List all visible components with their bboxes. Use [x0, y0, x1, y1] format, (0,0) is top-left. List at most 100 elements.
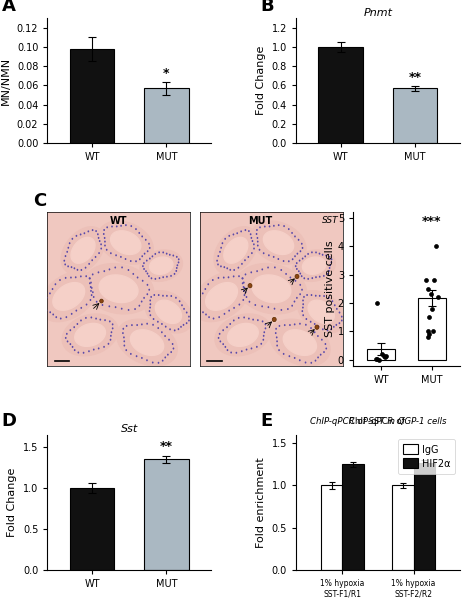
Ellipse shape: [141, 235, 143, 237]
Ellipse shape: [223, 266, 225, 268]
Ellipse shape: [114, 267, 116, 268]
Ellipse shape: [225, 346, 226, 348]
Ellipse shape: [284, 324, 285, 326]
Ellipse shape: [75, 310, 77, 311]
Ellipse shape: [328, 297, 329, 299]
Text: E: E: [260, 413, 273, 430]
Ellipse shape: [72, 346, 73, 348]
Ellipse shape: [278, 224, 280, 226]
Ellipse shape: [179, 300, 181, 302]
Ellipse shape: [143, 262, 145, 264]
Ellipse shape: [164, 356, 166, 359]
Ellipse shape: [303, 296, 305, 298]
Point: [432, 241, 440, 251]
Ellipse shape: [98, 272, 100, 273]
Ellipse shape: [90, 286, 91, 288]
Ellipse shape: [93, 349, 95, 351]
Ellipse shape: [310, 327, 312, 329]
Ellipse shape: [148, 275, 150, 277]
Ellipse shape: [244, 294, 245, 296]
Point: [422, 275, 430, 285]
Ellipse shape: [228, 310, 230, 311]
Ellipse shape: [93, 296, 94, 298]
Ellipse shape: [145, 239, 146, 241]
Ellipse shape: [64, 255, 66, 257]
Ellipse shape: [162, 360, 164, 362]
Ellipse shape: [155, 278, 156, 280]
Ellipse shape: [70, 329, 71, 331]
Point: [372, 354, 379, 364]
Ellipse shape: [315, 325, 319, 329]
Polygon shape: [61, 227, 105, 274]
Ellipse shape: [86, 303, 87, 305]
Polygon shape: [308, 300, 334, 324]
Ellipse shape: [297, 253, 298, 254]
Bar: [367, 349, 395, 360]
Ellipse shape: [233, 234, 234, 235]
Ellipse shape: [264, 226, 265, 227]
Ellipse shape: [154, 294, 155, 296]
Ellipse shape: [67, 265, 69, 267]
Polygon shape: [302, 257, 326, 274]
Ellipse shape: [110, 331, 112, 333]
Ellipse shape: [158, 294, 160, 296]
Ellipse shape: [257, 240, 259, 243]
Ellipse shape: [141, 324, 143, 326]
Ellipse shape: [338, 311, 340, 313]
Ellipse shape: [294, 255, 296, 257]
Ellipse shape: [146, 293, 148, 295]
Ellipse shape: [311, 277, 313, 279]
Text: B: B: [260, 0, 274, 15]
Ellipse shape: [100, 299, 103, 303]
Ellipse shape: [126, 349, 127, 351]
Ellipse shape: [143, 297, 145, 299]
Ellipse shape: [88, 230, 89, 232]
Ellipse shape: [137, 324, 138, 326]
Ellipse shape: [238, 303, 240, 305]
Ellipse shape: [120, 225, 122, 227]
Ellipse shape: [80, 234, 82, 235]
Ellipse shape: [318, 326, 319, 327]
Ellipse shape: [112, 323, 113, 326]
Ellipse shape: [294, 324, 295, 326]
Ellipse shape: [250, 233, 252, 235]
Ellipse shape: [287, 308, 289, 310]
Ellipse shape: [301, 247, 303, 249]
Ellipse shape: [150, 296, 152, 298]
Ellipse shape: [264, 327, 266, 329]
Ellipse shape: [134, 308, 136, 310]
Ellipse shape: [301, 243, 302, 245]
Polygon shape: [71, 237, 95, 263]
Ellipse shape: [103, 229, 105, 231]
Ellipse shape: [138, 305, 140, 306]
Text: D: D: [1, 413, 17, 430]
Ellipse shape: [128, 269, 129, 271]
Ellipse shape: [166, 295, 168, 297]
Ellipse shape: [292, 258, 293, 261]
Ellipse shape: [298, 270, 300, 272]
Ellipse shape: [283, 260, 284, 262]
Ellipse shape: [242, 282, 244, 284]
Ellipse shape: [302, 257, 303, 259]
Ellipse shape: [338, 322, 340, 324]
Ellipse shape: [151, 277, 152, 280]
Ellipse shape: [267, 306, 269, 308]
Ellipse shape: [315, 276, 317, 278]
Polygon shape: [98, 221, 153, 264]
Point: [425, 332, 432, 342]
Ellipse shape: [158, 362, 159, 364]
Point: [382, 352, 389, 362]
Ellipse shape: [176, 256, 178, 258]
Ellipse shape: [122, 332, 124, 334]
Ellipse shape: [325, 343, 326, 345]
Ellipse shape: [73, 267, 75, 269]
Ellipse shape: [260, 343, 262, 345]
Ellipse shape: [290, 276, 291, 278]
Legend: IgG, HIF2α: IgG, HIF2α: [398, 440, 455, 474]
Ellipse shape: [199, 310, 200, 311]
Ellipse shape: [243, 286, 245, 288]
Ellipse shape: [100, 243, 102, 245]
Ellipse shape: [174, 329, 175, 332]
Bar: [392, 485, 413, 570]
Polygon shape: [224, 237, 248, 263]
